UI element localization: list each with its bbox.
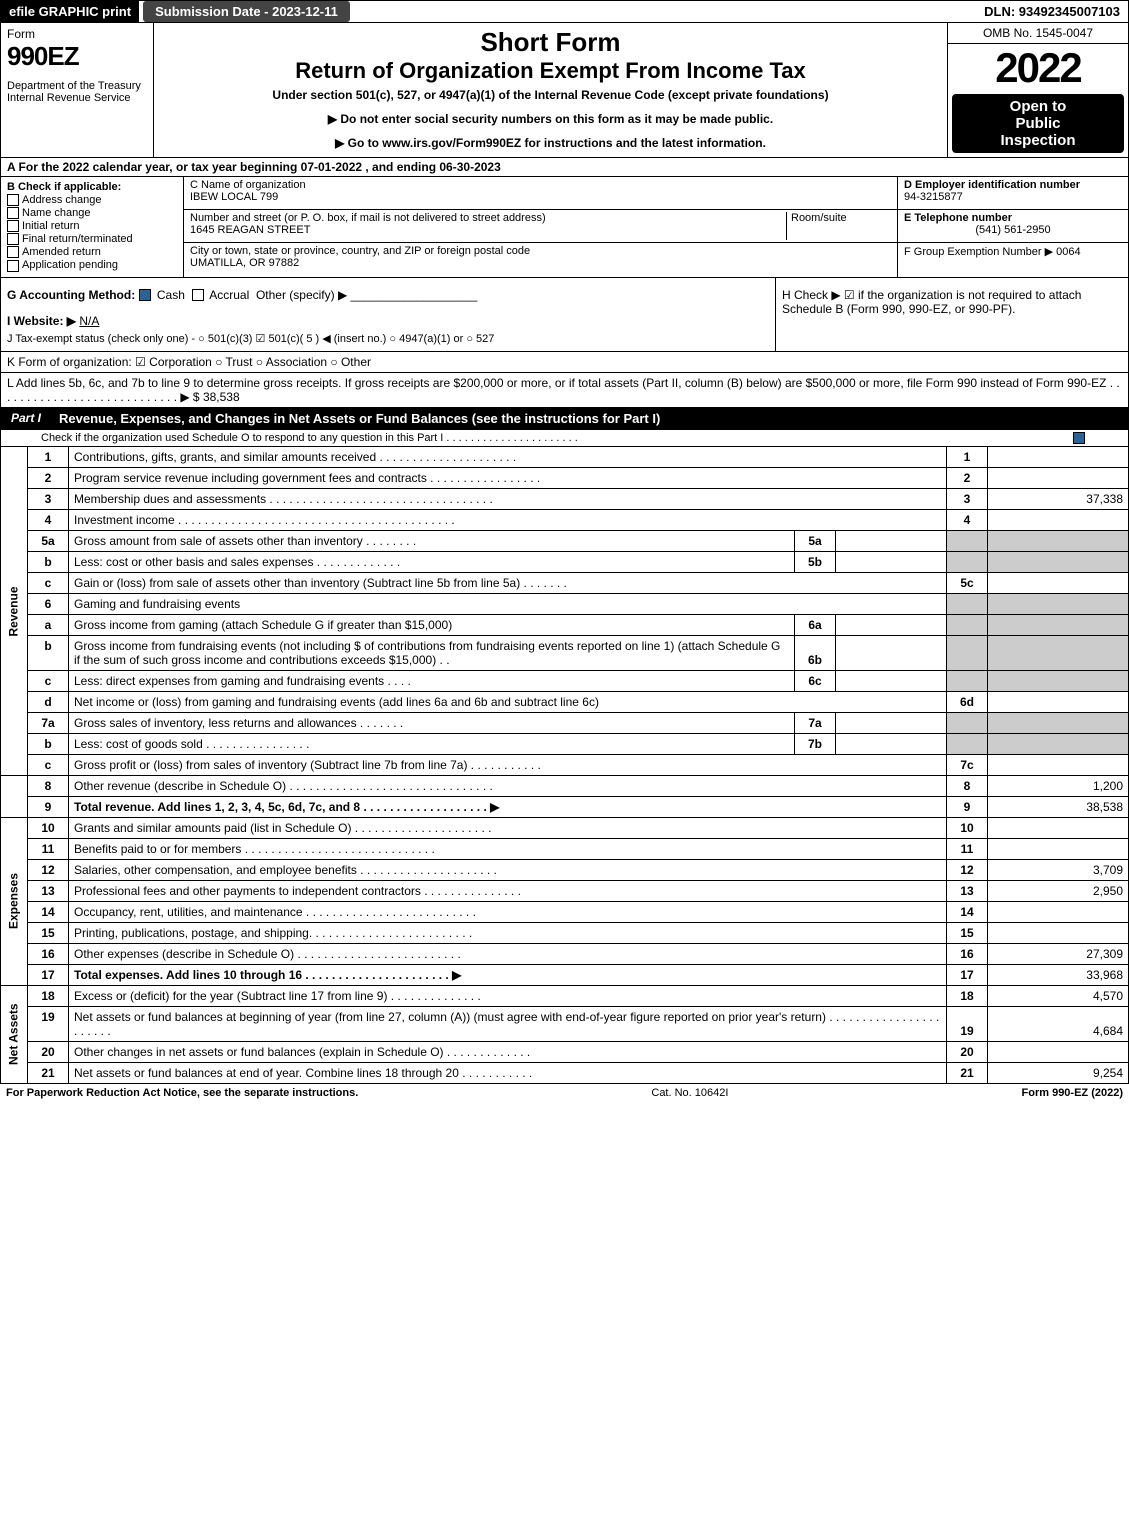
part1-sub: Check if the organization used Schedule … [0, 430, 1129, 447]
col-b: B Check if applicable: Address change Na… [1, 177, 184, 277]
line-g: G Accounting Method: Cash Accrual Other … [7, 288, 769, 302]
line-i: I Website: ▶ N/A [7, 314, 769, 328]
omb-number: OMB No. 1545-0047 [948, 23, 1128, 44]
open-line3: Inspection [954, 132, 1122, 149]
dept-treasury: Department of the Treasury [7, 80, 147, 92]
l1-val [988, 447, 1129, 468]
main-title: Return of Organization Exempt From Incom… [160, 58, 941, 84]
c-street-block: Number and street (or P. O. box, if mail… [184, 210, 897, 243]
city-value: UMATILLA, OR 97882 [190, 257, 891, 269]
efile-print-label[interactable]: efile GRAPHIC print [1, 1, 139, 22]
irs-label: Internal Revenue Service [7, 92, 147, 104]
d-label: D Employer identification number [904, 179, 1122, 191]
header-mid: Short Form Return of Organization Exempt… [154, 23, 947, 157]
room-suite: Room/suite [786, 212, 891, 240]
submission-date-badge: Submission Date - 2023-12-11 [143, 1, 350, 22]
subtitle: Under section 501(c), 527, or 4947(a)(1)… [160, 88, 941, 102]
l3-val: 37,338 [988, 488, 1129, 509]
cb-application-pending[interactable]: Application pending [7, 259, 177, 271]
footer-right: Form 990-EZ (2022) [1022, 1087, 1123, 1099]
open-line2: Public [954, 115, 1122, 132]
form-header: Form 990EZ Department of the Treasury In… [0, 23, 1129, 158]
cb-address-change[interactable]: Address change [7, 194, 177, 206]
cb-schedule-o[interactable] [1073, 432, 1085, 444]
open-line1: Open to [954, 98, 1122, 115]
header-right: OMB No. 1545-0047 2022 Open to Public In… [947, 23, 1128, 157]
irs-link-text[interactable]: ▶ Go to www.irs.gov/Form990EZ for instru… [335, 136, 766, 150]
l21-val: 9,254 [988, 1062, 1129, 1083]
city-label: City or town, state or province, country… [190, 245, 891, 257]
l1-desc: Contributions, gifts, grants, and simila… [69, 447, 947, 468]
cb-name-change[interactable]: Name change [7, 207, 177, 219]
g-other: Other (specify) ▶ [256, 288, 347, 302]
l8-val: 1,200 [988, 775, 1129, 796]
info-grid: B Check if applicable: Address change Na… [0, 177, 1129, 278]
line-j: J Tax-exempt status (check only one) - ○… [7, 332, 769, 345]
cb-initial-return[interactable]: Initial return [7, 220, 177, 232]
cb-final-return[interactable]: Final return/terminated [7, 233, 177, 245]
l18-val: 4,570 [988, 985, 1129, 1006]
street-label: Number and street (or P. O. box, if mail… [190, 212, 786, 224]
header-left: Form 990EZ Department of the Treasury In… [1, 23, 154, 157]
website-value: N/A [79, 314, 99, 328]
form-word: Form [7, 27, 147, 41]
lines-table: Revenue 1 Contributions, gifts, grants, … [0, 447, 1129, 1084]
l16-val: 27,309 [988, 943, 1129, 964]
top-bar: efile GRAPHIC print Submission Date - 20… [0, 0, 1129, 23]
row-ghij: G Accounting Method: Cash Accrual Other … [0, 278, 1129, 352]
d-block: D Employer identification number 94-3215… [898, 177, 1128, 210]
org-name: IBEW LOCAL 799 [190, 191, 891, 203]
ghi-left: G Accounting Method: Cash Accrual Other … [1, 278, 775, 351]
ssn-note: ▶ Do not enter social security numbers o… [160, 112, 941, 126]
part1-title: Revenue, Expenses, and Changes in Net As… [51, 408, 668, 429]
dln-label: DLN: 93492345007103 [976, 1, 1128, 22]
footer-catno: Cat. No. 10642I [651, 1087, 728, 1099]
line-k: K Form of organization: ☑ Corporation ○ … [0, 352, 1129, 373]
c-name-block: C Name of organization IBEW LOCAL 799 [184, 177, 897, 210]
tax-year: 2022 [948, 44, 1128, 92]
phone-value: (541) 561-2950 [904, 224, 1122, 236]
e-block: E Telephone number (541) 561-2950 [898, 210, 1128, 243]
g-label: G Accounting Method: [7, 288, 135, 302]
c-city-block: City or town, state or province, country… [184, 243, 897, 275]
l17-desc: Total expenses. Add lines 10 through 16 … [74, 968, 461, 982]
part1-badge: Part I [1, 408, 51, 428]
e-label: E Telephone number [904, 212, 1122, 224]
line-l: L Add lines 5b, 6c, and 7b to line 9 to … [0, 373, 1129, 408]
line-a: A For the 2022 calendar year, or tax yea… [0, 158, 1129, 177]
cb-cash[interactable] [139, 289, 151, 301]
i-label: I Website: ▶ [7, 314, 76, 328]
part1-header: Part I Revenue, Expenses, and Changes in… [0, 408, 1129, 430]
footer-left: For Paperwork Reduction Act Notice, see … [6, 1087, 358, 1099]
open-public-badge: Open to Public Inspection [952, 94, 1124, 153]
c-name-label: C Name of organization [190, 179, 891, 191]
f-label: F Group Exemption Number ▶ 0064 [904, 245, 1122, 258]
l1-ref: 1 [947, 447, 988, 468]
page-footer: For Paperwork Reduction Act Notice, see … [0, 1084, 1129, 1102]
l9-desc: Total revenue. Add lines 1, 2, 3, 4, 5c,… [74, 800, 499, 814]
b-label: B Check if applicable: [7, 181, 177, 193]
revenue-side-label: Revenue [1, 447, 28, 776]
form-number: 990EZ [7, 41, 147, 72]
col-c: C Name of organization IBEW LOCAL 799 Nu… [184, 177, 898, 277]
f-block: F Group Exemption Number ▶ 0064 [898, 243, 1128, 275]
l9-val: 38,538 [988, 796, 1129, 817]
l13-val: 2,950 [988, 880, 1129, 901]
expenses-side-label: Expenses [1, 817, 28, 985]
l12-val: 3,709 [988, 859, 1129, 880]
line-h: H Check ▶ ☑ if the organization is not r… [775, 278, 1128, 351]
l17-val: 33,968 [988, 964, 1129, 985]
street-value: 1645 REAGAN STREET [190, 224, 786, 236]
l1-num: 1 [28, 447, 69, 468]
cb-accrual[interactable] [192, 289, 204, 301]
irs-link-note: ▶ Go to www.irs.gov/Form990EZ for instru… [160, 136, 941, 150]
ein-value: 94-3215877 [904, 191, 1122, 203]
netassets-side-label: Net Assets [1, 985, 28, 1083]
part1-sub-text: Check if the organization used Schedule … [41, 432, 578, 444]
short-form-title: Short Form [160, 27, 941, 58]
cb-amended-return[interactable]: Amended return [7, 246, 177, 258]
col-de: D Employer identification number 94-3215… [898, 177, 1128, 277]
l19-val: 4,684 [988, 1006, 1129, 1041]
